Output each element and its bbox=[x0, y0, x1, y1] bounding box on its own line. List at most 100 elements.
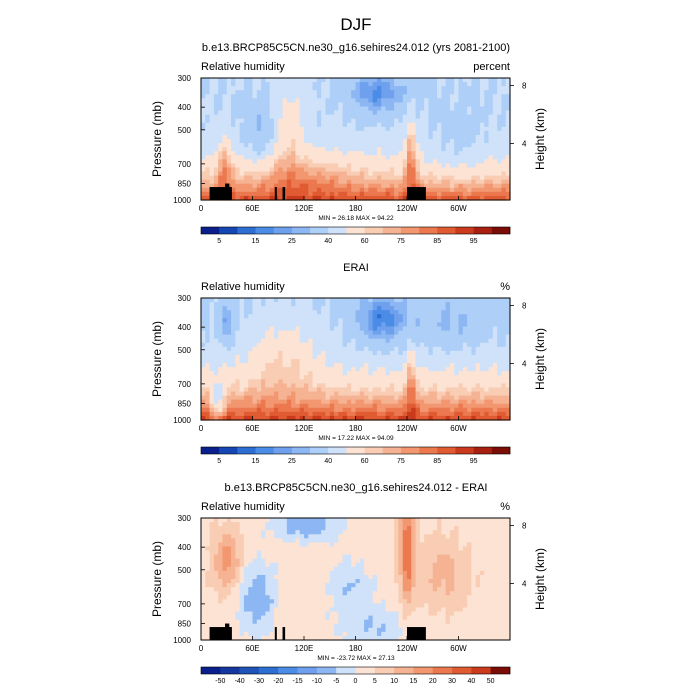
heatmap-cell bbox=[389, 391, 395, 397]
heatmap-cell bbox=[351, 322, 357, 328]
heatmap-cell bbox=[479, 526, 485, 531]
heatmap-cell bbox=[282, 363, 288, 368]
heatmap-cell bbox=[505, 130, 511, 136]
heatmap-cell bbox=[338, 322, 344, 328]
heatmap-cell bbox=[295, 102, 301, 108]
heatmap-cell bbox=[201, 411, 206, 417]
heatmap-cell bbox=[256, 155, 262, 160]
heatmap-cell bbox=[209, 78, 215, 83]
heatmap-cell bbox=[475, 126, 481, 132]
heatmap-cell bbox=[432, 403, 438, 409]
heatmap-cell bbox=[389, 86, 395, 91]
heatmap-cell bbox=[235, 538, 241, 543]
heatmap-cell bbox=[454, 326, 460, 332]
heatmap-cell bbox=[432, 114, 438, 120]
heatmap-cell bbox=[261, 346, 266, 352]
heatmap-cell bbox=[381, 346, 387, 352]
heatmap-cell bbox=[475, 78, 481, 83]
heatmap-cell bbox=[346, 407, 352, 413]
heatmap-cell bbox=[231, 98, 236, 103]
heatmap-cell bbox=[445, 542, 451, 548]
heatmap-cell bbox=[261, 542, 266, 548]
heatmap-cell bbox=[261, 147, 266, 152]
heatmap-cell bbox=[321, 151, 327, 156]
heatmap-cell bbox=[389, 334, 395, 340]
heatmap-cell bbox=[437, 338, 442, 344]
heatmap-cell bbox=[338, 78, 344, 83]
heatmap-cell bbox=[256, 395, 262, 401]
heatmap-cell bbox=[492, 134, 498, 140]
heatmap-cell bbox=[471, 379, 477, 384]
heatmap-cell bbox=[334, 387, 339, 393]
heatmap-cell bbox=[488, 118, 494, 124]
heatmap-cell bbox=[308, 110, 314, 116]
heatmap-cell bbox=[359, 407, 365, 413]
heatmap-cell bbox=[222, 399, 228, 405]
heatmap-cell bbox=[261, 330, 266, 336]
heatmap-cell bbox=[273, 102, 279, 108]
heatmap-cell bbox=[278, 526, 284, 531]
heatmap-cell bbox=[338, 155, 344, 160]
heatmap-cell bbox=[205, 318, 211, 323]
heatmap-cell bbox=[248, 354, 254, 360]
heatmap-cell bbox=[415, 183, 421, 189]
heatmap-cell bbox=[218, 363, 224, 368]
heatmap-cell bbox=[325, 330, 331, 336]
heatmap-cell bbox=[407, 163, 412, 169]
heatmap-cell bbox=[407, 110, 412, 116]
heatmap-cell bbox=[213, 151, 219, 156]
heatmap-cell bbox=[256, 518, 262, 523]
heatmap-cell bbox=[471, 322, 477, 328]
heatmap-cell bbox=[222, 407, 228, 413]
heatmap-cell bbox=[501, 542, 507, 548]
heatmap-cell bbox=[334, 98, 339, 103]
heatmap-cell bbox=[467, 195, 472, 201]
heatmap-cell bbox=[424, 359, 430, 364]
heatmap-cell bbox=[316, 526, 322, 531]
heatmap-cell bbox=[226, 139, 232, 144]
heatmap-cell bbox=[398, 302, 404, 307]
heatmap-cell bbox=[235, 306, 241, 311]
heatmap-cell bbox=[342, 78, 348, 83]
heatmap-cell bbox=[342, 134, 348, 140]
heatmap-cell bbox=[265, 114, 271, 120]
heatmap-cell bbox=[346, 122, 352, 128]
heatmap-cell bbox=[488, 522, 494, 527]
heatmap-cell bbox=[359, 139, 365, 144]
heatmap-cell bbox=[467, 342, 472, 348]
heatmap-cell bbox=[424, 403, 430, 409]
heatmap-cell bbox=[282, 167, 288, 173]
heatmap-cell bbox=[299, 359, 305, 364]
heatmap-cell bbox=[222, 538, 228, 543]
heatmap-cell bbox=[424, 98, 430, 103]
heatmap-cell bbox=[222, 522, 228, 527]
heatmap-cell bbox=[329, 538, 335, 543]
heatmap-cell bbox=[402, 102, 408, 108]
heatmap-cell bbox=[467, 151, 472, 156]
heatmap-cell bbox=[437, 195, 442, 201]
heatmap-cell bbox=[351, 330, 357, 336]
heatmap-cell bbox=[265, 122, 271, 128]
heatmap-cell bbox=[432, 371, 438, 376]
heatmap-cell bbox=[252, 130, 258, 136]
heatmap-cell bbox=[402, 403, 408, 409]
heatmap-cell bbox=[471, 134, 477, 140]
heatmap-cell bbox=[364, 298, 369, 303]
heatmap-cell bbox=[231, 139, 236, 144]
heatmap-cell bbox=[243, 367, 249, 372]
heatmap-cell bbox=[291, 151, 297, 156]
heatmap-cell bbox=[424, 411, 430, 417]
heatmap-cell bbox=[329, 383, 335, 389]
heatmap-cell bbox=[261, 195, 266, 201]
heatmap-cell bbox=[351, 371, 357, 376]
heatmap-cell bbox=[385, 130, 391, 136]
heatmap-cell bbox=[462, 346, 468, 352]
heatmap-cell bbox=[312, 147, 318, 152]
heatmap-cell bbox=[325, 391, 331, 397]
heatmap-cell bbox=[213, 139, 219, 144]
heatmap-cell bbox=[205, 322, 211, 328]
heatmap-cell bbox=[295, 90, 301, 95]
heatmap-cell bbox=[329, 375, 335, 380]
heatmap-cell bbox=[278, 126, 284, 132]
heatmap-cell bbox=[265, 395, 271, 401]
